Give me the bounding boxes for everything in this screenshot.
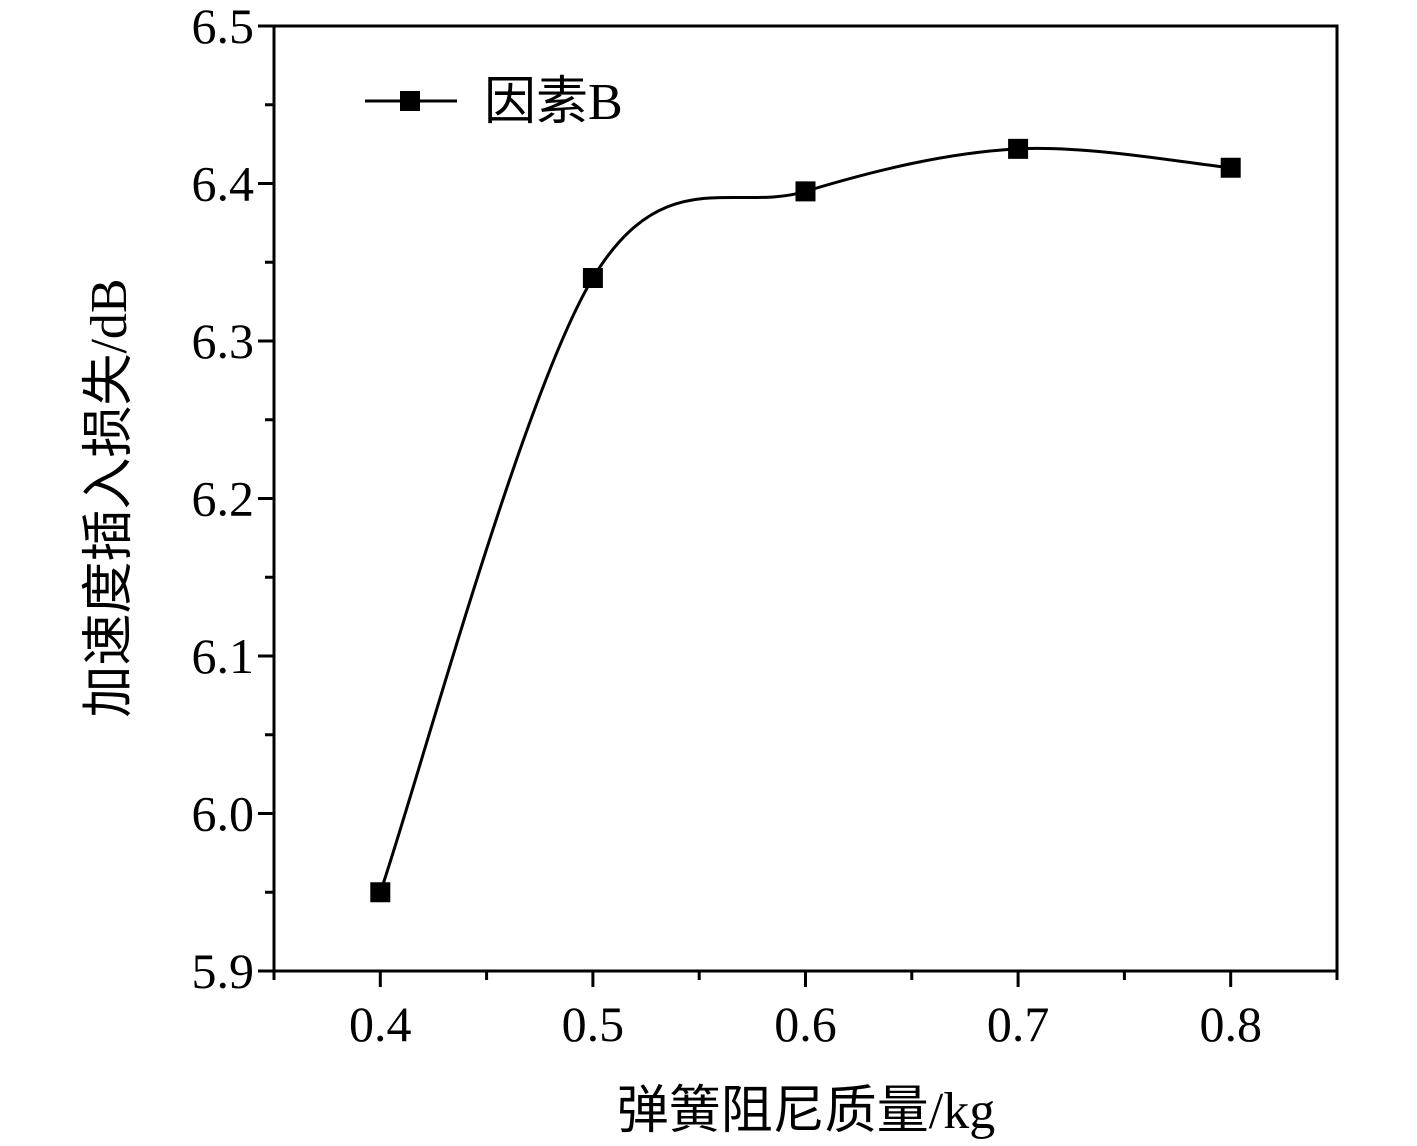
x-tick-label: 0.7 — [987, 996, 1050, 1052]
y-axis-title: 加速度插入损失/dB — [81, 278, 138, 717]
x-tick-label: 0.5 — [562, 996, 625, 1052]
plot-frame — [272, 24, 1339, 973]
x-tick-label: 0.8 — [1199, 996, 1262, 1052]
data-point — [582, 268, 603, 288]
data-point — [1008, 138, 1029, 159]
x-axis-title: 弹簧阻尼质量/kg — [617, 1083, 995, 1140]
y-tick-label: 6.2 — [192, 471, 255, 527]
legend-label: 因素B — [484, 74, 623, 131]
y-tick-label: 6.3 — [192, 313, 255, 369]
y-tick-label: 6.5 — [192, 0, 255, 54]
y-tick-label: 6.0 — [192, 786, 255, 842]
y-tick-label: 6.4 — [192, 156, 255, 212]
x-tick-label: 0.4 — [349, 996, 412, 1052]
data-point — [1220, 157, 1241, 178]
data-point — [795, 181, 816, 202]
plot-area: 5.9 6.0 6.1 6.2 6.3 6.4 6.5 0.4 0.5 0.6 0.7 0.8 — [192, 0, 1339, 1052]
x-tick-label: 0.6 — [774, 996, 837, 1052]
y-tick-label: 5.9 — [192, 943, 255, 999]
y-tick-label: 6.1 — [192, 628, 255, 684]
legend: 因素B — [365, 74, 623, 131]
series-line — [378, 146, 1231, 893]
data-point — [370, 882, 391, 903]
legend-marker — [400, 91, 420, 111]
